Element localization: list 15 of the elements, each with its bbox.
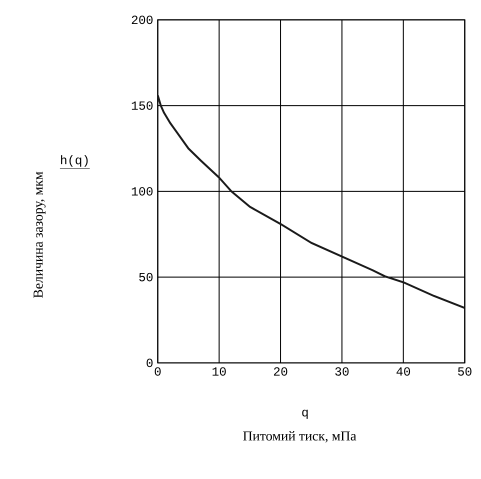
y-tick-label: 50 [139, 272, 153, 282]
y-axis-title: h(q) [61, 155, 88, 167]
x-tick-label: 50 [458, 367, 472, 376]
y-tick-label: 150 [132, 101, 153, 110]
x-axis-title: q [302, 410, 308, 419]
text: Величина зазору, мкм [34, 172, 46, 298]
x-tick-label: 10 [212, 367, 226, 376]
y-tick-label: 200 [132, 16, 153, 24]
x-tick-label: 40 [396, 367, 410, 376]
y-tick-label: 0 [146, 358, 153, 368]
y-tick-label: 100 [132, 187, 153, 196]
x-tick-label: 0 [154, 367, 161, 376]
x-tick-label: 20 [274, 367, 288, 376]
x-tick-label: 30 [335, 367, 349, 376]
text: Питомий тиск, мПа [243, 431, 356, 443]
